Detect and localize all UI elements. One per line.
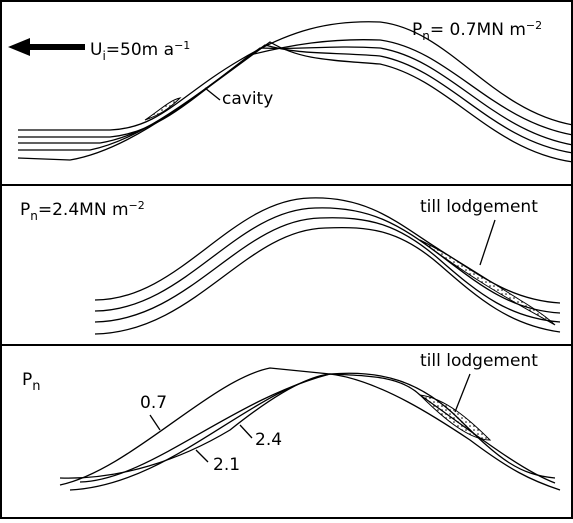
panel-2-curves <box>94 197 561 335</box>
label-part: n <box>422 29 430 43</box>
curve-label: 2.4 <box>255 430 282 450</box>
pressure-label: Pn= 0.7MN m−2 <box>412 19 542 43</box>
curve <box>419 239 556 326</box>
pressure-label: Pn <box>22 370 41 394</box>
curve <box>69 373 556 491</box>
label-part: U <box>90 40 102 60</box>
label-part: P <box>412 20 422 40</box>
curve <box>17 41 573 163</box>
velocity-label: Ui=50m a−1 <box>90 39 190 63</box>
label-part: −1 <box>174 39 190 52</box>
curve <box>18 21 573 131</box>
annotation: cavity <box>222 89 273 109</box>
annotation-pointer <box>479 219 496 266</box>
annotation: till lodgement <box>420 351 538 371</box>
annotation-pointer <box>454 373 471 413</box>
flow-arrow <box>8 38 85 56</box>
label-part: −2 <box>526 19 542 32</box>
label-part: = 0.7MN m <box>430 20 526 40</box>
curve <box>94 226 561 335</box>
pressure-label: Pn=2.4MN m−2 <box>20 199 145 223</box>
curve <box>144 97 182 121</box>
panel-1-curves <box>17 21 573 163</box>
label-part: i <box>102 49 105 63</box>
curve <box>79 373 561 491</box>
cavity-pointer <box>204 87 221 101</box>
label-part: P <box>20 200 30 220</box>
curve <box>59 373 331 479</box>
label-part: n <box>32 379 40 394</box>
label-part: P <box>22 370 32 390</box>
curve-pointer <box>149 414 161 431</box>
label-part: n <box>30 209 38 223</box>
curve-pointer <box>195 449 209 463</box>
panel-3-curves <box>59 367 561 491</box>
label-part: −2 <box>129 199 145 212</box>
label-part: =50m a <box>106 40 174 60</box>
curve-pointer <box>239 424 253 439</box>
curve-label: 0.7 <box>140 393 167 413</box>
curve <box>418 394 492 441</box>
curve <box>94 207 561 314</box>
curve <box>18 39 573 138</box>
label-part: =2.4MN m <box>38 200 129 220</box>
annotation: till lodgement <box>420 197 538 217</box>
curve-label: 2.1 <box>213 455 240 475</box>
curve <box>18 44 573 154</box>
curve <box>59 367 556 486</box>
curve <box>94 217 561 323</box>
